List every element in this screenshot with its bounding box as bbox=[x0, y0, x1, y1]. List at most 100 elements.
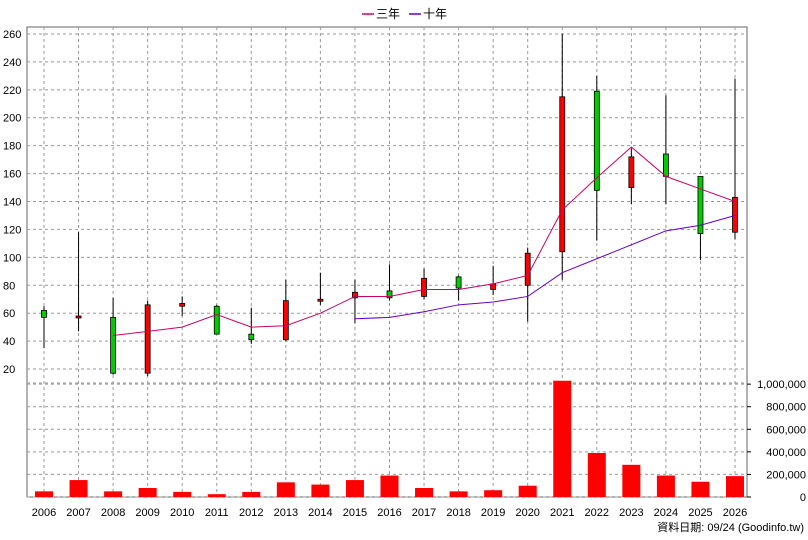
volume-bar bbox=[518, 485, 537, 497]
volume-bar bbox=[138, 487, 157, 497]
candle-body bbox=[559, 96, 566, 253]
price-tick-label: 240 bbox=[3, 57, 21, 69]
candle-body bbox=[213, 305, 220, 335]
year-tick-label: 2024 bbox=[654, 507, 678, 519]
candle-body bbox=[144, 304, 151, 374]
volume-tick-label: 200,000 bbox=[766, 469, 806, 481]
candle-body bbox=[179, 303, 186, 307]
legend-label: 十年 bbox=[423, 7, 447, 21]
candle-body bbox=[282, 300, 289, 341]
ma10-line bbox=[354, 214, 736, 320]
candle bbox=[490, 265, 497, 296]
year-tick-label: 2007 bbox=[66, 507, 90, 519]
footer-source: 資料日期: 09/24 (Goodinfo.tw) bbox=[657, 520, 804, 534]
year-tick-label: 2014 bbox=[308, 507, 332, 519]
price-tick-label: 40 bbox=[3, 336, 15, 348]
candle bbox=[559, 33, 566, 280]
candle bbox=[421, 268, 427, 300]
candle bbox=[110, 297, 116, 375]
year-tick-label: 2008 bbox=[101, 507, 125, 519]
candle bbox=[732, 78, 738, 240]
candle-body bbox=[110, 316, 116, 374]
candle-body bbox=[628, 156, 635, 188]
candle bbox=[317, 272, 324, 305]
year-tick-label: 2018 bbox=[446, 507, 470, 519]
candle-body bbox=[75, 315, 82, 319]
grid-layer bbox=[26, 26, 748, 498]
volume-bar bbox=[449, 491, 468, 497]
candle bbox=[41, 306, 47, 349]
candle bbox=[75, 232, 82, 332]
volume-bar bbox=[345, 480, 364, 497]
volume-bar bbox=[35, 491, 53, 497]
candle bbox=[352, 279, 358, 323]
year-tick-label: 2013 bbox=[274, 507, 298, 519]
year-tick-label: 2011 bbox=[205, 507, 229, 519]
candle-body bbox=[524, 252, 531, 286]
volume-bar bbox=[207, 494, 226, 497]
price-tick-label: 200 bbox=[3, 113, 21, 125]
candle-body bbox=[490, 283, 497, 290]
candle-body bbox=[593, 90, 600, 191]
price-tick-label: 220 bbox=[3, 85, 21, 97]
year-tick-label: 2017 bbox=[412, 507, 436, 519]
volume-tick-label: 0 bbox=[800, 492, 806, 504]
volume-bar bbox=[587, 452, 606, 497]
candle-body bbox=[732, 196, 738, 233]
candle-body bbox=[248, 333, 255, 341]
candle-body bbox=[421, 277, 427, 297]
candle-body bbox=[697, 175, 704, 235]
price-tick-label: 80 bbox=[3, 280, 15, 292]
candle bbox=[455, 275, 462, 301]
price-tick-label: 260 bbox=[3, 29, 21, 41]
volume-bar bbox=[276, 482, 295, 497]
price-tick-label: 160 bbox=[3, 169, 21, 181]
volume-bar bbox=[656, 475, 675, 497]
candle-body bbox=[455, 276, 462, 289]
volume-layer bbox=[35, 380, 744, 497]
candle bbox=[144, 300, 151, 377]
candle-body bbox=[663, 153, 669, 177]
year-tick-label: 2023 bbox=[619, 507, 643, 519]
volume-bar bbox=[415, 487, 434, 497]
price-tick-label: 180 bbox=[3, 141, 21, 153]
ma3-line bbox=[113, 146, 736, 337]
year-tick-label: 2020 bbox=[515, 507, 539, 519]
year-tick-label: 2016 bbox=[377, 507, 401, 519]
year-tick-label: 2009 bbox=[135, 507, 159, 519]
year-tick-label: 2012 bbox=[239, 507, 263, 519]
volume-bar bbox=[311, 484, 330, 497]
price-tick-label: 20 bbox=[3, 364, 15, 376]
year-tick-label: 2025 bbox=[688, 507, 712, 519]
volume-tick-label: 1,000,000 bbox=[757, 379, 806, 391]
candle-body bbox=[386, 290, 393, 299]
candle bbox=[282, 279, 289, 342]
price-tick-label: 60 bbox=[3, 308, 15, 320]
volume-bar bbox=[380, 475, 399, 497]
legend: 三年 十年 bbox=[362, 7, 447, 21]
volume-bar bbox=[553, 380, 572, 497]
candle bbox=[663, 95, 669, 205]
candle bbox=[593, 75, 600, 241]
candle-body bbox=[317, 298, 324, 302]
year-tick-label: 2019 bbox=[481, 507, 505, 519]
candle-body bbox=[41, 310, 47, 318]
candle bbox=[524, 247, 531, 322]
year-tick-label: 2015 bbox=[343, 507, 367, 519]
candle bbox=[628, 148, 635, 205]
volume-bar bbox=[691, 481, 710, 497]
plot-frame bbox=[26, 26, 748, 498]
price-tick-label: 140 bbox=[3, 197, 21, 209]
volume-bar bbox=[484, 490, 503, 497]
candle bbox=[386, 264, 393, 301]
legend-label: 三年 bbox=[376, 7, 400, 21]
volume-bar bbox=[173, 491, 192, 497]
year-tick-label: 2026 bbox=[723, 507, 747, 519]
volume-bar bbox=[726, 476, 744, 497]
line-layer bbox=[113, 146, 736, 337]
volume-bar bbox=[242, 491, 261, 497]
year-tick-label: 2010 bbox=[170, 507, 194, 519]
candle bbox=[697, 175, 704, 261]
volume-bar bbox=[104, 491, 123, 497]
